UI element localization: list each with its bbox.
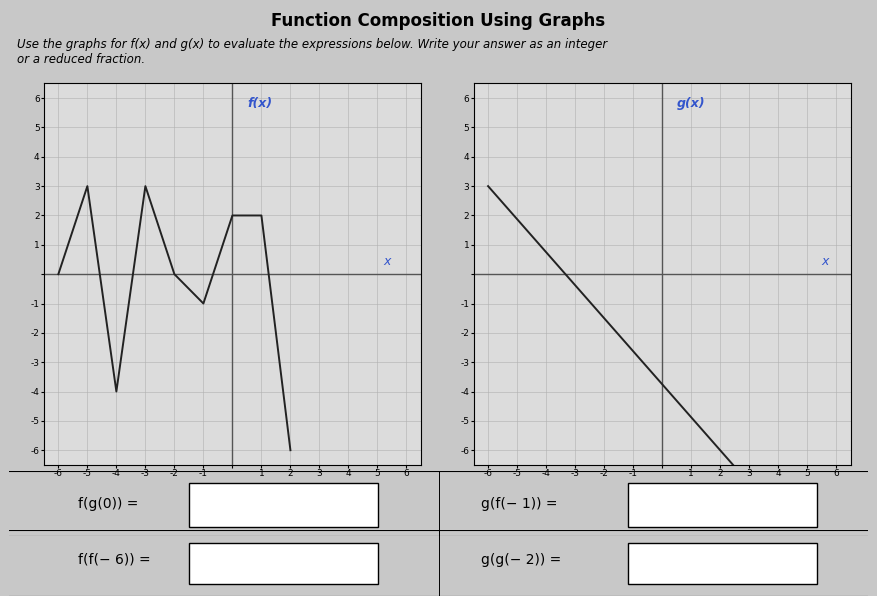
Text: Use the graphs for f(x) and g(x) to evaluate the expressions below. Write your a: Use the graphs for f(x) and g(x) to eval… [18, 38, 608, 66]
FancyBboxPatch shape [628, 543, 816, 583]
Text: x: x [822, 255, 829, 268]
Text: g(g(− 2)) =: g(g(− 2)) = [481, 553, 562, 567]
Text: g(f(− 1)) =: g(f(− 1)) = [481, 496, 558, 511]
Text: g(x): g(x) [677, 97, 705, 110]
Text: f(x): f(x) [247, 97, 272, 110]
Text: f(g(0)) =: f(g(0)) = [77, 496, 138, 511]
Text: f(f(− 6)) =: f(f(− 6)) = [77, 553, 150, 567]
FancyBboxPatch shape [189, 483, 378, 527]
FancyBboxPatch shape [189, 543, 378, 583]
Text: x: x [383, 255, 390, 268]
FancyBboxPatch shape [628, 483, 816, 527]
Text: Function Composition Using Graphs: Function Composition Using Graphs [272, 12, 605, 30]
